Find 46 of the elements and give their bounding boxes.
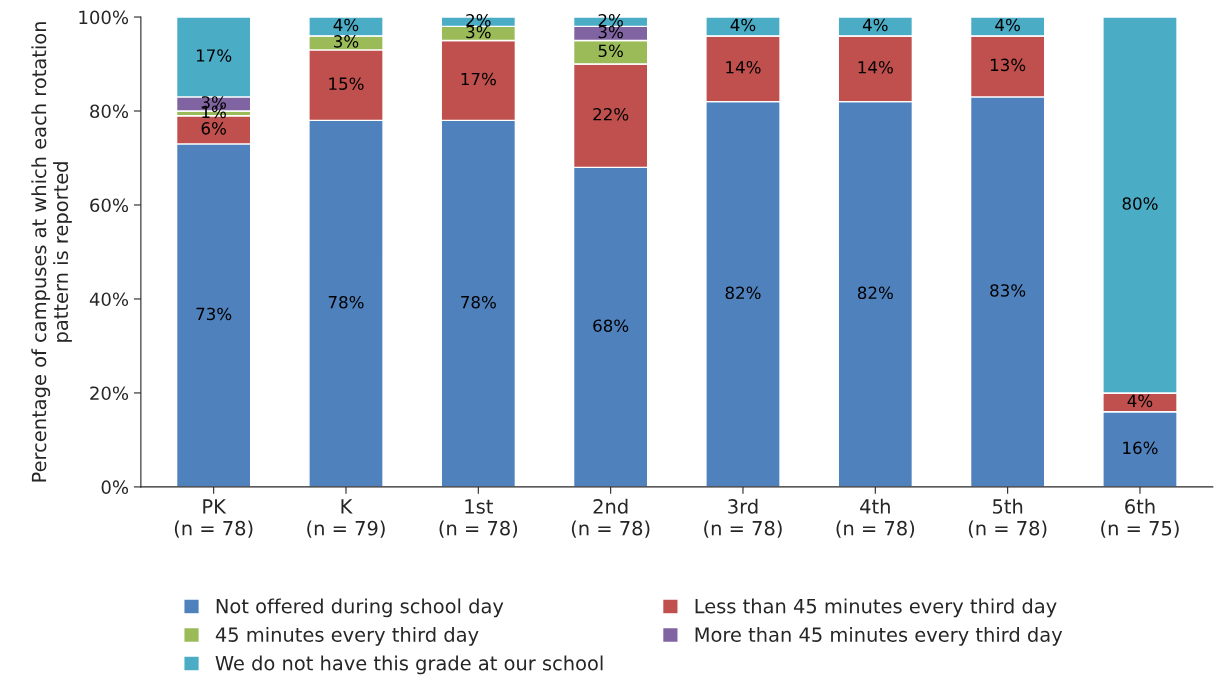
data-label: 83% xyxy=(990,284,1026,297)
data-label: 16% xyxy=(1123,441,1158,455)
data-label: 4% xyxy=(862,18,888,32)
legend-label: We do not have this grade at our school xyxy=(215,655,603,675)
data-label: 3% xyxy=(334,35,359,48)
y-tick-label: 40% xyxy=(89,292,129,307)
x-tick-label: 5th (n = 78) xyxy=(968,498,1047,538)
data-label: 15% xyxy=(329,77,364,90)
data-label: 78% xyxy=(328,295,364,309)
data-label: 78% xyxy=(461,295,496,309)
data-label: 6% xyxy=(201,122,226,135)
legend-label: Not offered during school day xyxy=(216,598,504,618)
data-label: 17% xyxy=(196,49,232,62)
y-tick-label: 60% xyxy=(90,198,129,213)
y-axis-title: Percentage of campuses at which each rotation pattern is reported xyxy=(31,22,72,482)
legend-label: Less than 45 minutes every third day xyxy=(695,598,1057,618)
y-tick-label: 100% xyxy=(79,10,129,25)
x-tick-label: PK (n = 78) xyxy=(174,499,253,538)
data-label: 4% xyxy=(995,18,1020,32)
data-label: 3% xyxy=(598,25,623,39)
data-label: 5% xyxy=(598,44,623,58)
y-tick-label: 80% xyxy=(90,104,129,119)
y-tick-label: 20% xyxy=(90,386,129,401)
y-tick-label: 0% xyxy=(101,480,129,495)
data-label: 4% xyxy=(1127,394,1153,408)
data-label: 17% xyxy=(461,72,496,86)
data-label: 14% xyxy=(858,60,893,74)
data-label: 68% xyxy=(593,319,629,332)
data-label: 82% xyxy=(725,286,761,300)
data-label: 80% xyxy=(1122,197,1158,210)
legend-label: More than 45 minutes every third day xyxy=(695,626,1063,646)
x-tick-label: 2nd (n = 78) xyxy=(571,498,650,538)
data-label: 82% xyxy=(857,286,893,300)
data-label: 4% xyxy=(333,18,359,32)
x-tick-label: 1st (n = 78) xyxy=(439,499,518,538)
x-tick-label: 4th (n = 78) xyxy=(836,498,915,538)
data-label: 13% xyxy=(990,58,1026,72)
data-label: 14% xyxy=(726,60,761,74)
data-label: 4% xyxy=(730,18,756,32)
data-label: 22% xyxy=(593,107,629,121)
legend-label: 45 minutes every third day xyxy=(215,626,479,646)
x-tick-label: 3rd (n = 78) xyxy=(704,498,782,538)
x-tick-label: K (n = 79) xyxy=(307,499,385,538)
data-label: 73% xyxy=(196,307,232,321)
x-tick-label: 6th (n = 75) xyxy=(1101,498,1179,538)
data-label: 3% xyxy=(466,25,491,39)
